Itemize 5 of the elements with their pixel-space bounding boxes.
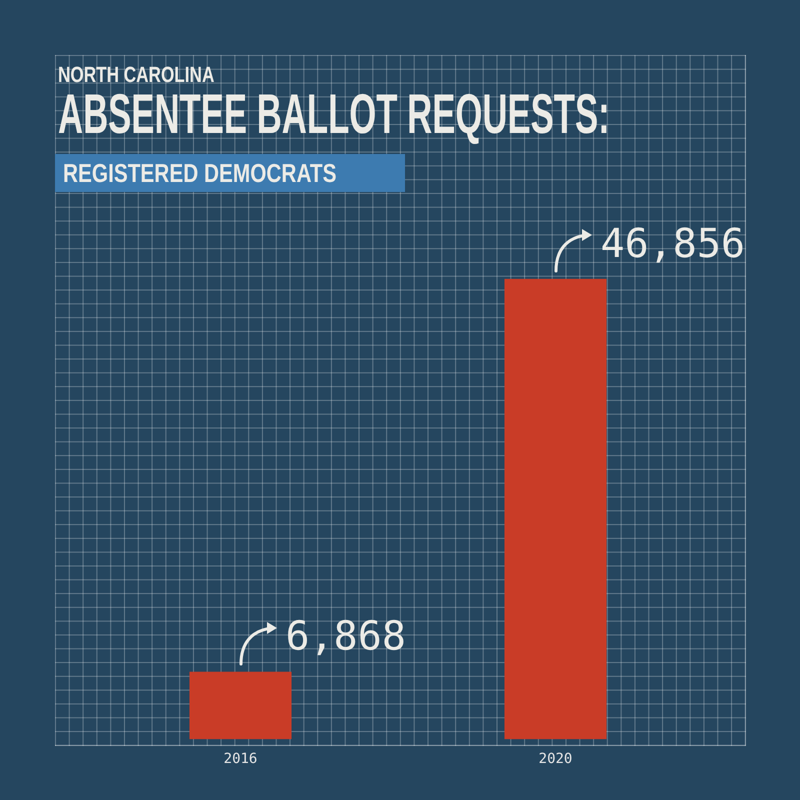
x-tick-label: 2016 [224, 751, 258, 768]
x-tick-label: 2020 [538, 751, 572, 768]
data-label: 46,856 [600, 220, 745, 267]
chart-subtitle: REGISTERED DEMOCRATS [63, 157, 336, 190]
data-label: 6,868 [286, 614, 406, 660]
